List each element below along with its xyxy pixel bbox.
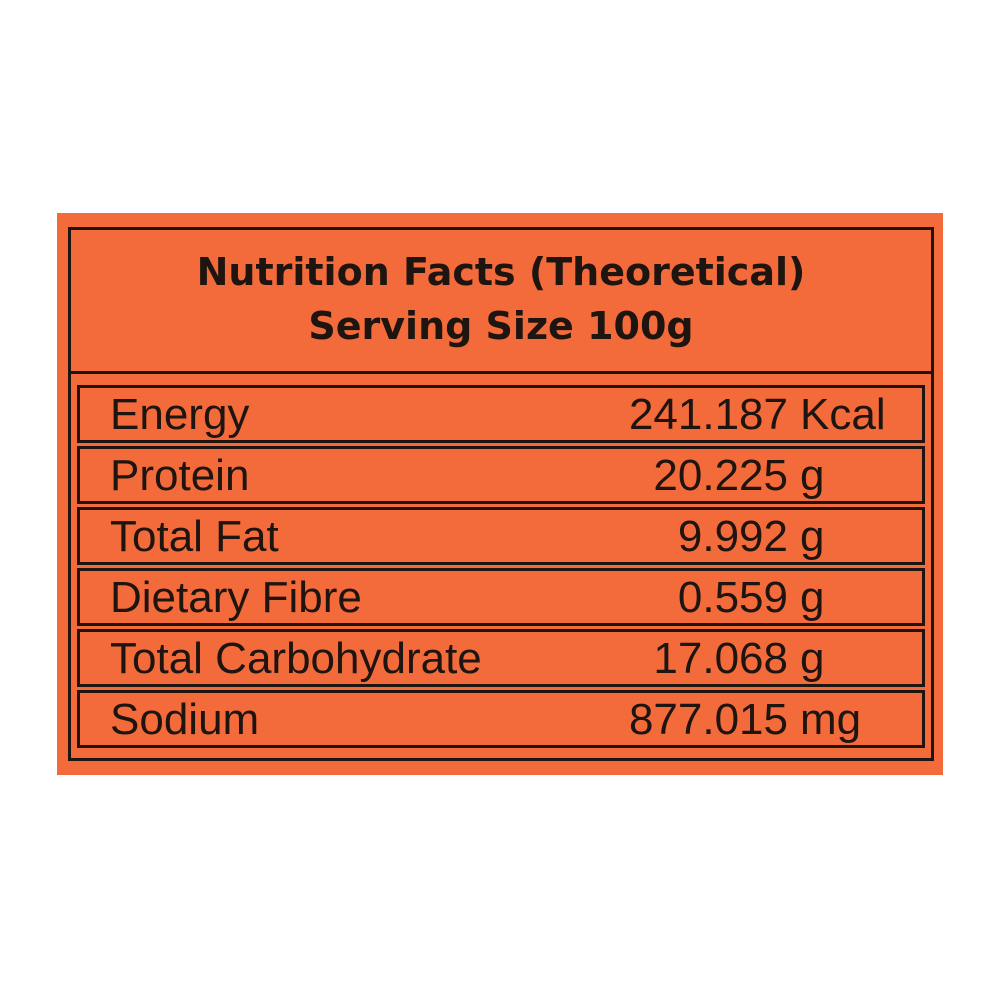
nutrient-table: Energy 241.187 Kcal Protein 20.225 g Tot… [71, 385, 931, 748]
nutrient-name: Energy [110, 390, 250, 439]
nutrient-unit: g [800, 573, 825, 622]
nutrient-amount: 17.068 [653, 634, 788, 683]
nutrient-row-total-carbohydrate: Total Carbohydrate 17.068 g [77, 629, 925, 687]
nutrient-unit: Kcal [800, 390, 886, 439]
nutrient-amount: 9.992 [677, 512, 788, 561]
nutrient-name: Total Carbohydrate [110, 634, 482, 683]
nutrient-name: Dietary Fibre [110, 573, 362, 622]
label-header: Nutrition Facts (Theoretical) Serving Si… [71, 230, 931, 374]
nutrient-name: Total Fat [110, 512, 279, 561]
nutrient-row-dietary-fibre: Dietary Fibre 0.559 g [77, 568, 925, 626]
nutrient-row-protein: Protein 20.225 g [77, 446, 925, 504]
nutrient-unit: g [800, 512, 825, 561]
nutrient-unit: mg [800, 695, 862, 744]
nutrient-row-total-fat: Total Fat 9.992 g [77, 507, 925, 565]
nutrient-amount: 0.559 [677, 573, 788, 622]
serving-size: Serving Size 100g [308, 304, 694, 348]
nutrition-label: Nutrition Facts (Theoretical) Serving Si… [57, 213, 943, 775]
label-frame: Nutrition Facts (Theoretical) Serving Si… [68, 227, 934, 761]
label-title: Nutrition Facts (Theoretical) [196, 250, 806, 294]
nutrient-amount: 877.015 [628, 695, 788, 744]
nutrient-row-sodium: Sodium 877.015 mg [77, 690, 925, 748]
nutrient-unit: g [800, 634, 825, 683]
nutrient-row-energy: Energy 241.187 Kcal [77, 385, 925, 443]
nutrient-unit: g [800, 451, 825, 500]
nutrient-name: Protein [110, 451, 250, 500]
nutrient-amount: 20.225 [653, 451, 788, 500]
nutrient-amount: 241.187 [628, 390, 788, 439]
nutrient-name: Sodium [110, 695, 260, 744]
